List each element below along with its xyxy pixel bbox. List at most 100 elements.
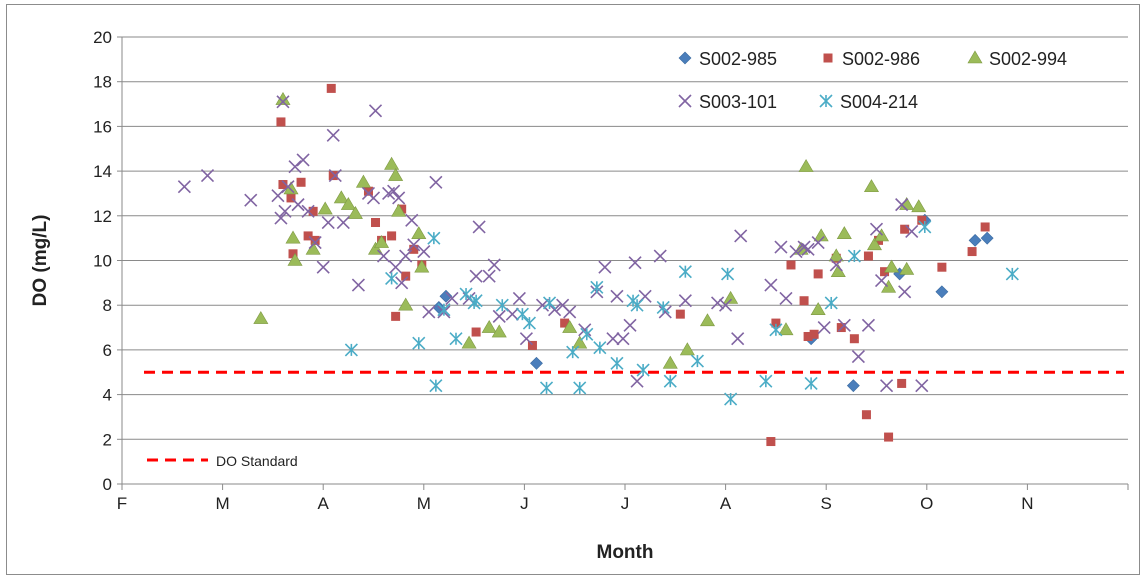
data-point: [846, 379, 860, 393]
data-point: [492, 309, 506, 323]
data-point: [333, 190, 349, 204]
data-point: [328, 169, 342, 183]
data-point: [809, 329, 819, 339]
data-point: [861, 410, 871, 420]
data-point: [288, 249, 298, 259]
data-point: [675, 309, 685, 319]
data-point: [398, 297, 414, 311]
data-point: [303, 231, 313, 241]
data-point: [879, 379, 894, 393]
data-point: [895, 198, 909, 212]
y-tick-label: 12: [93, 207, 112, 226]
data-point: [512, 291, 526, 306]
data-point: [414, 259, 430, 273]
data-point: [874, 274, 889, 288]
data-point: [593, 341, 607, 355]
data-point: [487, 258, 501, 272]
data-point: [817, 320, 831, 335]
data-point: [417, 244, 431, 259]
data-point: [980, 231, 994, 245]
data-point: [563, 305, 577, 319]
data-point: [898, 285, 912, 299]
data-point: [281, 180, 295, 194]
chart-frame: [6, 4, 1140, 575]
data-point: [804, 376, 818, 390]
data-point: [481, 319, 497, 333]
data-point: [296, 177, 306, 187]
legend-label: S002-994: [989, 49, 1067, 69]
data-point: [578, 323, 592, 337]
gridlines: [122, 36, 1128, 440]
data-point: [253, 311, 269, 324]
data-point: [308, 236, 322, 250]
data-point: [849, 334, 859, 344]
data-point: [287, 252, 303, 266]
data-point: [482, 269, 496, 283]
data-point: [678, 265, 692, 279]
data-point: [723, 290, 739, 304]
data-point: [177, 180, 191, 194]
data-point: [384, 156, 400, 170]
data-point: [566, 345, 580, 359]
y-tick-label: 2: [103, 430, 112, 449]
series-s004-214: [344, 220, 1019, 406]
y-tick-label: 14: [93, 162, 112, 181]
data-point: [276, 117, 286, 127]
legend-marker: [678, 94, 692, 108]
series-s002-985: [432, 213, 994, 393]
legend-marker: [967, 50, 983, 64]
x-tick-label: N: [1021, 494, 1033, 513]
x-tick-label: J: [621, 494, 630, 513]
data-point: [764, 278, 778, 292]
data-point: [866, 237, 883, 251]
data-point: [810, 302, 826, 315]
data-point: [881, 279, 897, 293]
data-point: [911, 199, 927, 213]
data-point: [316, 260, 330, 274]
data-point: [710, 296, 725, 310]
data-point: [828, 248, 844, 262]
data-point: [899, 261, 915, 275]
data-point: [851, 350, 865, 364]
data-point: [461, 335, 477, 349]
x-tick-label: M: [216, 494, 230, 513]
data-point: [495, 298, 509, 312]
data-point: [515, 307, 529, 321]
data-point: [376, 249, 391, 263]
data-point: [731, 332, 745, 346]
data-point: [630, 374, 644, 388]
data-point: [766, 437, 776, 447]
data-point: [405, 213, 419, 227]
data-point: [837, 318, 851, 332]
data-point: [296, 153, 310, 167]
legend-marker: [819, 94, 833, 108]
data-point: [542, 296, 557, 310]
data-point: [590, 280, 604, 294]
x-tick-label: A: [720, 494, 732, 513]
data-point: [560, 318, 570, 328]
data-point: [548, 303, 562, 317]
data-point: [813, 269, 823, 279]
data-point: [388, 167, 404, 181]
data-point: [610, 289, 624, 303]
y-tick-label: 18: [93, 73, 112, 92]
data-point: [411, 226, 427, 239]
legend-label: S002-985: [699, 49, 777, 69]
data-point: [813, 228, 829, 242]
data-point: [344, 343, 358, 357]
data-point: [606, 332, 620, 346]
data-point: [539, 381, 554, 395]
data-point: [278, 180, 288, 190]
data-point: [328, 171, 338, 181]
data-point: [471, 327, 481, 337]
y-tick-label: 8: [103, 296, 112, 315]
data-point: [779, 291, 793, 306]
data-point: [786, 260, 796, 270]
data-point: [719, 298, 733, 312]
data-point: [391, 203, 407, 217]
data-point: [429, 379, 443, 393]
data-point: [884, 432, 894, 442]
data-point: [392, 191, 406, 205]
axes: 0 2 4 6 8 10 12 14 16 18 20 F M A M J J A S O N: [93, 28, 1129, 513]
